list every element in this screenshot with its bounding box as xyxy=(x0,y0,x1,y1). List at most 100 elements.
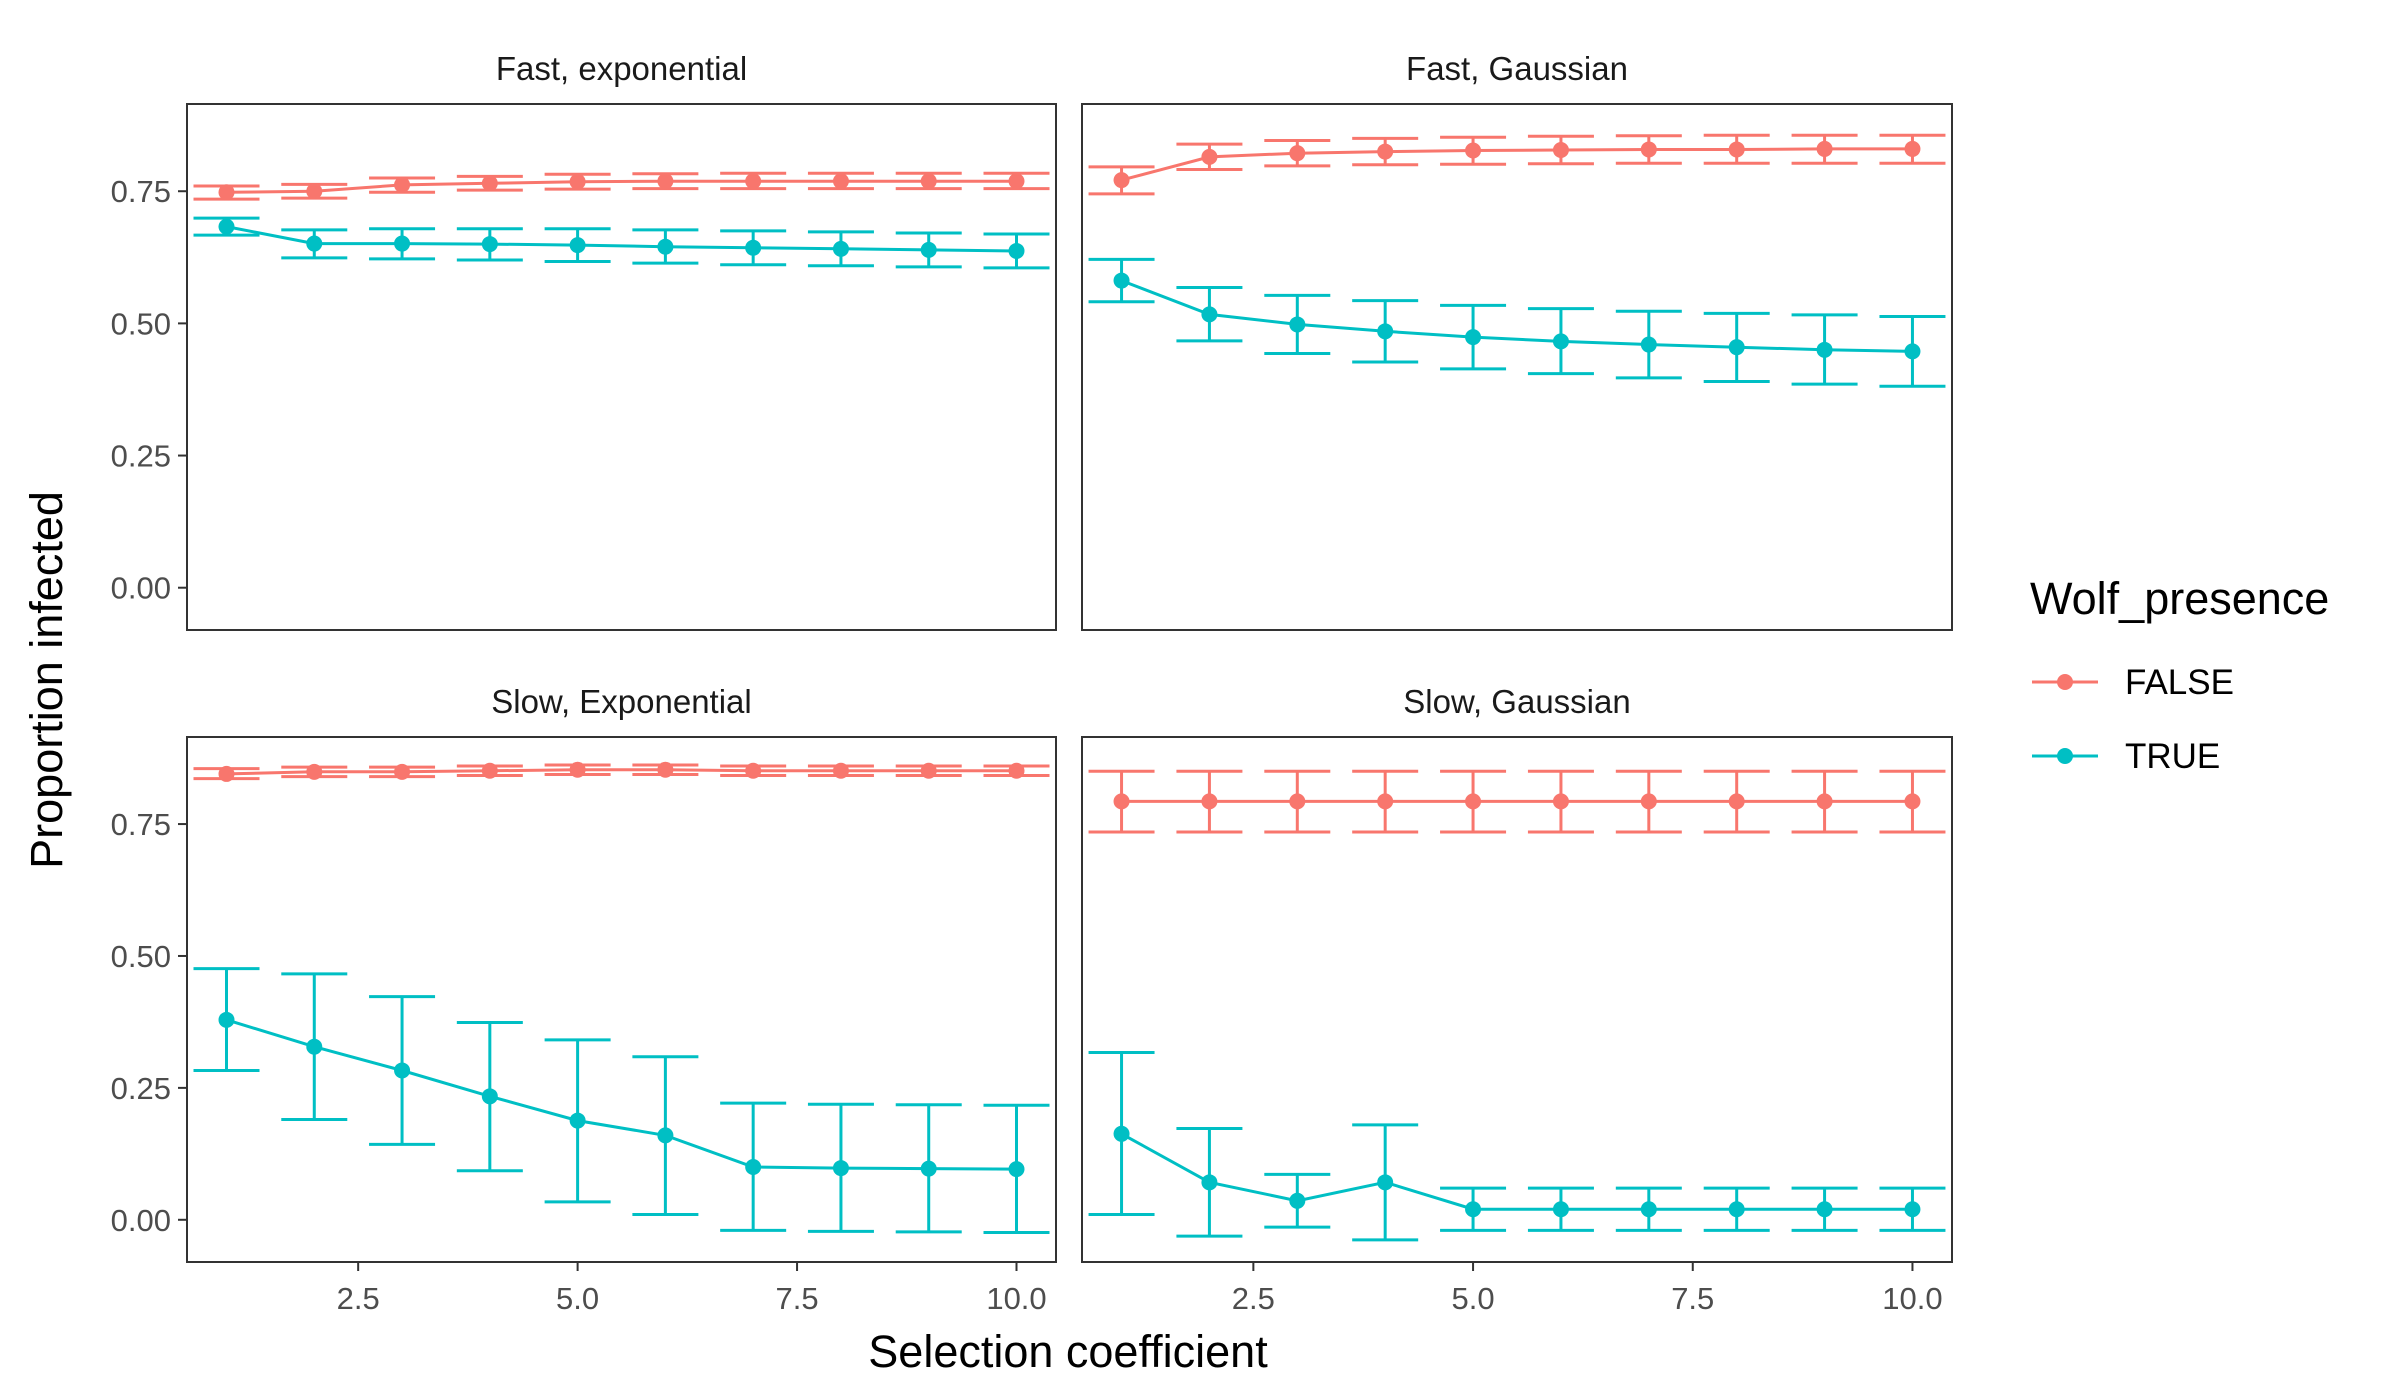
data-point xyxy=(1377,1174,1394,1191)
data-point xyxy=(1289,145,1306,162)
panel-fast-gaussian: Fast, Gaussian xyxy=(1081,50,1953,631)
data-point xyxy=(920,762,937,779)
data-point xyxy=(1289,316,1306,333)
data-point xyxy=(218,765,235,782)
y-axis-title: Proportion infected xyxy=(21,491,72,869)
data-point xyxy=(1008,242,1025,259)
x-tick-label: 7.5 xyxy=(1671,1281,1714,1316)
data-point xyxy=(1113,1125,1130,1142)
panel-title: Fast, Gaussian xyxy=(1406,50,1628,87)
data-point xyxy=(306,1038,323,1055)
data-point xyxy=(481,762,498,779)
data-point xyxy=(920,173,937,190)
y-tick-label: 0.75 xyxy=(111,807,171,842)
data-point xyxy=(1008,762,1025,779)
data-point xyxy=(745,762,762,779)
data-point xyxy=(1113,272,1130,289)
data-point xyxy=(1201,148,1218,165)
data-point xyxy=(1465,142,1482,159)
legend-label-false: FALSE xyxy=(2125,663,2234,702)
data-point xyxy=(1904,343,1921,360)
data-point xyxy=(481,236,498,253)
data-point xyxy=(1201,1174,1218,1191)
data-point xyxy=(1465,1201,1482,1218)
data-point xyxy=(920,241,937,258)
legend-entry-true: TRUE xyxy=(2032,737,2220,776)
data-point xyxy=(1377,323,1394,340)
data-point xyxy=(745,1159,762,1176)
data-point xyxy=(1640,793,1657,810)
panel-title: Fast, exponential xyxy=(496,50,747,87)
data-point xyxy=(394,235,411,252)
y-tick-label: 0.00 xyxy=(111,1203,171,1238)
legend-key-point-false xyxy=(2057,674,2073,690)
data-point xyxy=(1201,793,1218,810)
data-point xyxy=(1816,1201,1833,1218)
series-true xyxy=(193,967,1050,1234)
data-point xyxy=(1552,141,1569,158)
data-point xyxy=(1377,793,1394,810)
series-line xyxy=(1120,1132,1913,1211)
data-point xyxy=(1816,793,1833,810)
data-point xyxy=(1465,793,1482,810)
panel-slow-exponential: Slow, Exponential 0.00 0.25 0.50 0.75 2.5 5.0 7… xyxy=(111,683,1057,1316)
series-false xyxy=(1088,133,1946,196)
data-point xyxy=(481,1088,498,1105)
legend-entry-false: FALSE xyxy=(2032,663,2234,702)
y-tick-label: 0.50 xyxy=(111,939,171,974)
data-point xyxy=(1728,1201,1745,1218)
x-tick-label: 2.5 xyxy=(1232,1281,1275,1316)
data-point xyxy=(832,1160,849,1177)
data-point xyxy=(569,173,586,190)
x-tick-label: 2.5 xyxy=(337,1281,380,1316)
data-point xyxy=(1377,143,1394,160)
data-point xyxy=(832,173,849,190)
panel-border xyxy=(1081,103,1953,631)
data-point xyxy=(481,175,498,192)
series-false xyxy=(193,761,1050,782)
series-line xyxy=(226,1018,1017,1171)
data-point xyxy=(394,763,411,780)
data-point xyxy=(1289,1192,1306,1209)
data-point xyxy=(1289,793,1306,810)
series-line xyxy=(1121,147,1913,182)
data-point xyxy=(569,761,586,778)
y-tick-label: 0.50 xyxy=(111,306,171,341)
data-point xyxy=(1465,329,1482,346)
panel-title: Slow, Gaussian xyxy=(1403,683,1630,720)
panel-fast-exponential: Fast, exponential 0.00 0.25 0.50 0.75 xyxy=(111,50,1057,631)
y-tick-label: 0.75 xyxy=(111,174,171,209)
data-point xyxy=(1904,1201,1921,1218)
data-point xyxy=(1008,173,1025,190)
panel-border xyxy=(1081,736,1953,1263)
x-tick-label: 5.0 xyxy=(556,1281,599,1316)
data-point xyxy=(832,762,849,779)
data-point xyxy=(569,1112,586,1129)
data-point xyxy=(394,176,411,193)
data-point xyxy=(1816,341,1833,358)
data-point xyxy=(1904,793,1921,810)
data-point xyxy=(657,761,674,778)
series-false xyxy=(1088,769,1946,834)
data-point xyxy=(306,763,323,780)
data-point xyxy=(1008,1161,1025,1178)
data-point xyxy=(657,238,674,255)
data-point xyxy=(1728,141,1745,158)
data-point xyxy=(1728,793,1745,810)
data-point xyxy=(394,1062,411,1079)
data-point xyxy=(920,1160,937,1177)
panel-slow-gaussian: Slow, Gaussian 2.5 5.0 7.5 10.0 xyxy=(1081,683,1953,1316)
legend-title: Wolf_presence xyxy=(2030,573,2329,624)
data-point xyxy=(306,235,323,252)
panel-border xyxy=(186,736,1057,1263)
y-tick-label: 0.25 xyxy=(111,1071,171,1106)
data-point xyxy=(1552,333,1569,350)
data-point xyxy=(1113,172,1130,189)
data-point xyxy=(1552,793,1569,810)
legend: Wolf_presence FALSE TRUE xyxy=(2030,573,2329,776)
x-tick-label: 10.0 xyxy=(986,1281,1046,1316)
data-point xyxy=(1640,336,1657,353)
data-point xyxy=(1904,140,1921,157)
data-point xyxy=(218,218,235,235)
